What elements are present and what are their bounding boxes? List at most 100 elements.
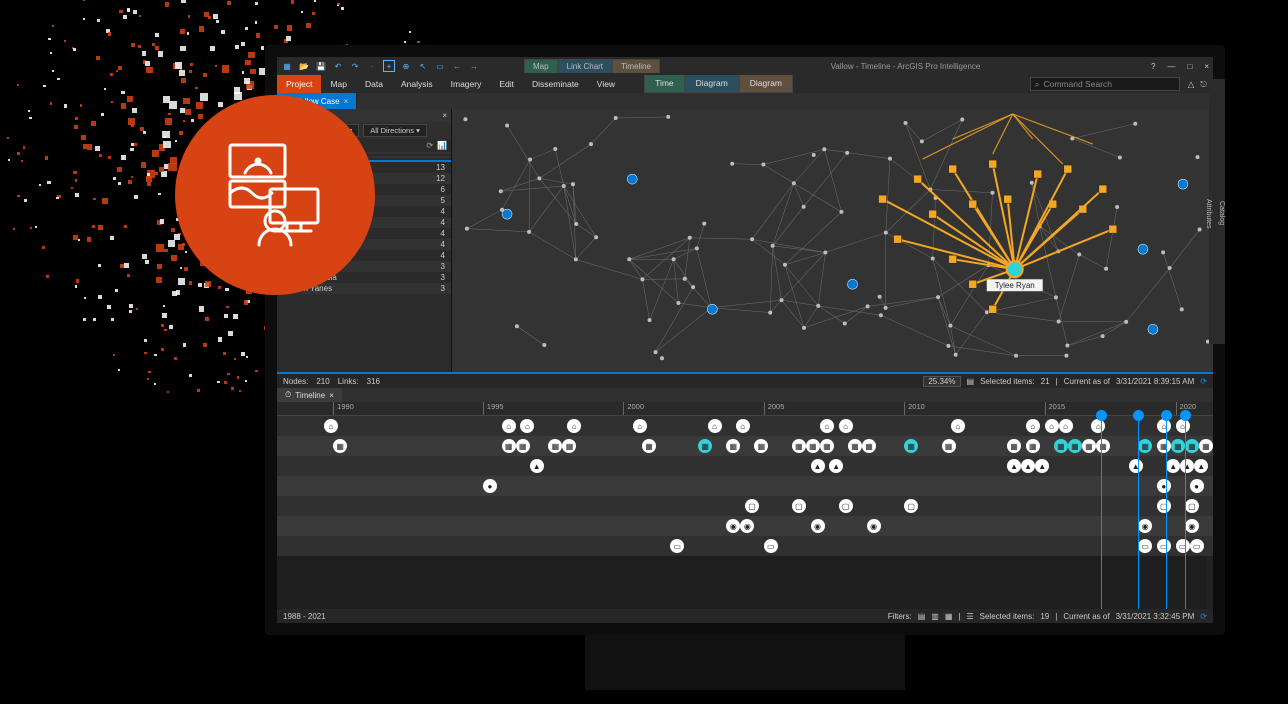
timeline-tab[interactable]: ⏱ Timeline × [277, 388, 342, 402]
timeline-event[interactable]: ▦ [1082, 439, 1096, 453]
timeline-event[interactable]: ▢ [745, 499, 759, 513]
timeline-lane[interactable]: ▲▲▲▲▲▲▲▲▲▲ [277, 456, 1213, 476]
timeline-event[interactable]: ▦ [1026, 439, 1040, 453]
timeline-event[interactable]: ▢ [839, 499, 853, 513]
timeline-event[interactable]: ▦ [820, 439, 834, 453]
timeline-event[interactable]: ▲ [1180, 459, 1194, 473]
ribbon-tab-data[interactable]: Data [356, 75, 392, 93]
minimize-icon[interactable]: — [1167, 62, 1175, 71]
chart-icon[interactable]: 📊 [437, 141, 447, 150]
timeline-event[interactable]: ▭ [1138, 539, 1152, 553]
timeline-event[interactable]: ▦ [562, 439, 576, 453]
refresh-icon[interactable]: ⟳ [426, 141, 433, 150]
timeline-event[interactable]: ▦ [754, 439, 768, 453]
timeline-event[interactable]: ▲ [1007, 459, 1021, 473]
timeline-event[interactable]: ▲ [1166, 459, 1180, 473]
timeline-event[interactable]: ▦ [1138, 439, 1152, 453]
next-icon[interactable]: → [468, 60, 480, 72]
prev-icon[interactable]: ← [451, 60, 463, 72]
timeline-event[interactable]: ▦ [1185, 439, 1199, 453]
ribbon-tab-edit[interactable]: Edit [490, 75, 523, 93]
close-icon[interactable]: × [344, 97, 349, 106]
ribbon-ctx-time[interactable]: Time [644, 75, 685, 93]
timeline-event[interactable]: ⌂ [708, 419, 722, 433]
timeline-event[interactable]: ▦ [333, 439, 347, 453]
timeline-event[interactable]: ⌂ [502, 419, 516, 433]
timeline-event[interactable]: ◉ [1138, 519, 1152, 533]
timeline-event[interactable]: ▲ [811, 459, 825, 473]
timeline-event[interactable]: ▦ [904, 439, 918, 453]
timeline-event[interactable]: ▦ [698, 439, 712, 453]
close-icon[interactable]: × [329, 391, 334, 400]
timeline-event[interactable]: ▲ [1021, 459, 1035, 473]
undo-icon[interactable]: ↶ [332, 60, 344, 72]
filter-icon[interactable]: ▦ [945, 612, 953, 621]
refresh-icon[interactable]: ⟳ [1200, 377, 1207, 386]
redo-icon[interactable]: ↷ [349, 60, 361, 72]
add-icon[interactable]: + [383, 60, 395, 72]
timeline-event[interactable]: ◉ [1185, 519, 1199, 533]
timeline-event[interactable]: ▦ [1199, 439, 1213, 453]
timeline-event[interactable]: ⌂ [951, 419, 965, 433]
timeline-event[interactable]: ▲ [530, 459, 544, 473]
timeline-event[interactable]: ▦ [792, 439, 806, 453]
timeline-event[interactable]: ⌂ [324, 419, 338, 433]
timeline-event[interactable]: ⌂ [1026, 419, 1040, 433]
timeline-event[interactable]: ▭ [670, 539, 684, 553]
timeline-event[interactable]: ◉ [867, 519, 881, 533]
timeline-event[interactable]: ▦ [1096, 439, 1110, 453]
close-icon[interactable]: × [1204, 62, 1209, 71]
timeline-event[interactable]: ⌂ [1157, 419, 1171, 433]
timeline-event[interactable]: ◉ [726, 519, 740, 533]
direction-dropdown[interactable]: All Directions ▾ [363, 124, 427, 137]
timeline-event[interactable]: ▦ [1171, 439, 1185, 453]
open-icon[interactable]: 📂 [298, 60, 310, 72]
timeline-event[interactable]: ⌂ [820, 419, 834, 433]
timeline-event[interactable]: ▦ [642, 439, 656, 453]
timeline-event[interactable]: ⌂ [736, 419, 750, 433]
signin-icon[interactable]: ⎋ [1200, 79, 1207, 90]
command-search[interactable]: ⌕ Command Search [1030, 77, 1180, 91]
timeline-event[interactable]: ▢ [904, 499, 918, 513]
timeline-event[interactable]: ▦ [1007, 439, 1021, 453]
timeline-lane[interactable]: ▭▭▭▭▭▭ [277, 536, 1213, 556]
selection-icon[interactable]: ☰ [966, 612, 973, 621]
filter-icon[interactable]: ▥ [931, 612, 939, 621]
timeline-event[interactable]: ⌂ [839, 419, 853, 433]
timeline-playhead[interactable] [1166, 416, 1167, 609]
timeline-event[interactable]: ▦ [726, 439, 740, 453]
timeline-event[interactable]: ▦ [1157, 439, 1171, 453]
layout-icon[interactable]: ▭ [434, 60, 446, 72]
timeline-event[interactable]: ▦ [1068, 439, 1082, 453]
timeline-event[interactable]: ⌂ [1176, 419, 1190, 433]
timeline-event[interactable]: ● [1190, 479, 1204, 493]
notifications-icon[interactable]: △ [1188, 79, 1195, 90]
timeline-lane[interactable]: ⌂⌂⌂⌂⌂⌂⌂⌂⌂⌂⌂⌂⌂⌂⌂⌂ [277, 416, 1213, 436]
ribbon-tab-view[interactable]: View [588, 75, 624, 93]
timeline-event[interactable]: ⌂ [520, 419, 534, 433]
timeline-event[interactable]: ⌂ [567, 419, 581, 433]
restore-icon[interactable]: □ [1187, 62, 1192, 71]
save-icon[interactable]: 💾 [315, 60, 327, 72]
timeline-event[interactable]: ▢ [792, 499, 806, 513]
timeline-event[interactable]: ▦ [806, 439, 820, 453]
zoom-level[interactable]: 25.34% [923, 376, 960, 387]
timeline-event[interactable]: ◉ [811, 519, 825, 533]
explore-icon[interactable]: ⊕ [400, 60, 412, 72]
timeline-lane[interactable]: ●●● [277, 476, 1213, 496]
timeline-event[interactable]: ▭ [1176, 539, 1190, 553]
timeline-event[interactable]: ▦ [942, 439, 956, 453]
timeline-event[interactable]: ▢ [1185, 499, 1199, 513]
pointer-icon[interactable]: ↖ [417, 60, 429, 72]
ribbon-tab-disseminate[interactable]: Disseminate [523, 75, 588, 93]
timeline-lane[interactable]: ◉◉◉◉◉◉ [277, 516, 1213, 536]
timeline-event[interactable]: ● [483, 479, 497, 493]
help-icon[interactable]: ? [1151, 62, 1155, 71]
new-project-icon[interactable]: ▦ [281, 60, 293, 72]
close-icon[interactable]: × [442, 111, 447, 120]
link-chart-canvas[interactable]: Tylee Ryan [452, 109, 1213, 372]
timeline-ruler[interactable]: 1990199520002005201020152020 [277, 402, 1213, 416]
timeline-event[interactable]: ⌂ [1059, 419, 1073, 433]
ribbon-tab-map[interactable]: Map [321, 75, 356, 93]
timeline-lanes[interactable]: ⌂⌂⌂⌂⌂⌂⌂⌂⌂⌂⌂⌂⌂⌂⌂⌂▦▦▦▦▦▦▦▦▦▦▦▦▦▦▦▦▦▦▦▦▦▦▦▦… [277, 416, 1213, 609]
